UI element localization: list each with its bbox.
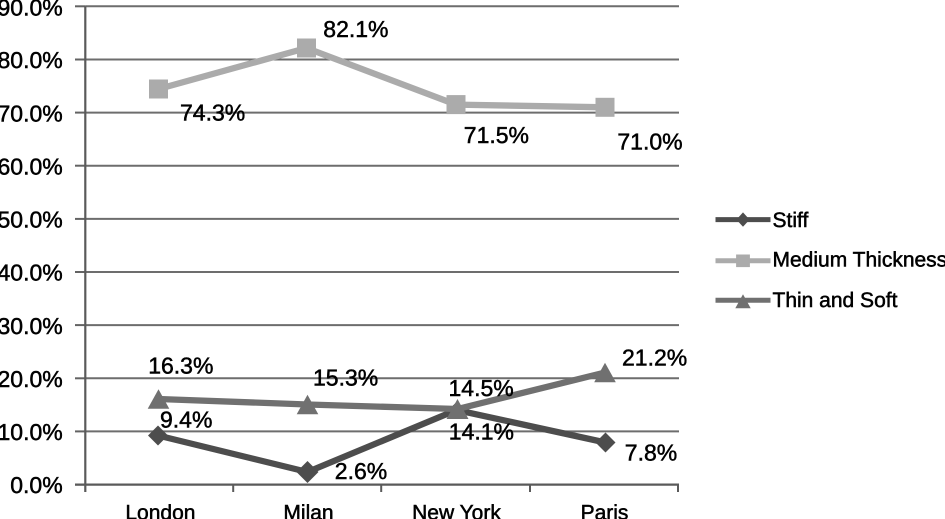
svg-text:Stiff: Stiff xyxy=(773,209,809,232)
svg-text:Paris: Paris xyxy=(581,501,629,519)
svg-text:9.4%: 9.4% xyxy=(160,407,212,433)
svg-text:2.6%: 2.6% xyxy=(335,458,387,484)
svg-text:70.0%: 70.0% xyxy=(0,100,63,126)
svg-text:60.0%: 60.0% xyxy=(0,153,63,179)
svg-text:7.8%: 7.8% xyxy=(625,440,677,466)
svg-text:15.3%: 15.3% xyxy=(313,365,378,391)
svg-text:0.0%: 0.0% xyxy=(10,472,62,498)
svg-text:14.5%: 14.5% xyxy=(449,375,514,401)
svg-text:21.2%: 21.2% xyxy=(622,345,687,371)
svg-text:Milan: Milan xyxy=(283,501,333,519)
svg-text:80.0%: 80.0% xyxy=(0,47,63,73)
svg-text:London: London xyxy=(125,501,195,519)
svg-text:71.0%: 71.0% xyxy=(617,128,682,154)
svg-text:82.1%: 82.1% xyxy=(323,16,388,42)
svg-text:14.1%: 14.1% xyxy=(449,419,514,445)
svg-text:Thin and Soft: Thin and Soft xyxy=(773,289,898,312)
svg-text:90.0%: 90.0% xyxy=(0,0,63,21)
svg-text:30.0%: 30.0% xyxy=(0,313,63,339)
svg-text:16.3%: 16.3% xyxy=(148,353,213,379)
svg-text:Medium Thickness: Medium Thickness xyxy=(773,249,945,272)
svg-text:10.0%: 10.0% xyxy=(0,419,63,445)
svg-text:20.0%: 20.0% xyxy=(0,366,63,392)
svg-text:71.5%: 71.5% xyxy=(464,122,529,148)
svg-text:50.0%: 50.0% xyxy=(0,207,63,233)
svg-text:40.0%: 40.0% xyxy=(0,260,63,286)
svg-text:74.3%: 74.3% xyxy=(180,100,245,126)
svg-text:New York: New York xyxy=(412,501,501,519)
